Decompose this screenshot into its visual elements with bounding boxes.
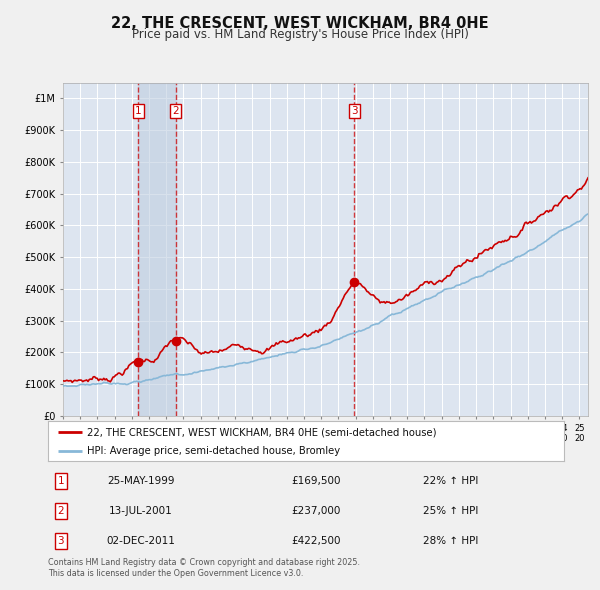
Text: HPI: Average price, semi-detached house, Bromley: HPI: Average price, semi-detached house,… [86, 445, 340, 455]
Text: 22, THE CRESCENT, WEST WICKHAM, BR4 0HE (semi-detached house): 22, THE CRESCENT, WEST WICKHAM, BR4 0HE … [86, 427, 436, 437]
Text: 13-JUL-2001: 13-JUL-2001 [109, 506, 173, 516]
Text: Price paid vs. HM Land Registry's House Price Index (HPI): Price paid vs. HM Land Registry's House … [131, 28, 469, 41]
Text: 1: 1 [58, 476, 64, 486]
Bar [139, 83, 176, 416]
Text: 25-MAY-1999: 25-MAY-1999 [107, 476, 175, 486]
Text: £237,000: £237,000 [292, 506, 341, 516]
Text: 22% ↑ HPI: 22% ↑ HPI [423, 476, 478, 486]
Text: 25% ↑ HPI: 25% ↑ HPI [423, 506, 478, 516]
Text: 2: 2 [58, 506, 64, 516]
Text: 3: 3 [351, 106, 358, 116]
Text: 22, THE CRESCENT, WEST WICKHAM, BR4 0HE: 22, THE CRESCENT, WEST WICKHAM, BR4 0HE [111, 16, 489, 31]
Text: 28% ↑ HPI: 28% ↑ HPI [423, 536, 478, 546]
Text: 2: 2 [172, 106, 179, 116]
Text: £169,500: £169,500 [292, 476, 341, 486]
Text: 02-DEC-2011: 02-DEC-2011 [106, 536, 175, 546]
Text: Contains HM Land Registry data © Crown copyright and database right 2025.
This d: Contains HM Land Registry data © Crown c… [48, 558, 360, 578]
Text: £422,500: £422,500 [292, 536, 341, 546]
Text: 3: 3 [58, 536, 64, 546]
Text: 1: 1 [135, 106, 142, 116]
